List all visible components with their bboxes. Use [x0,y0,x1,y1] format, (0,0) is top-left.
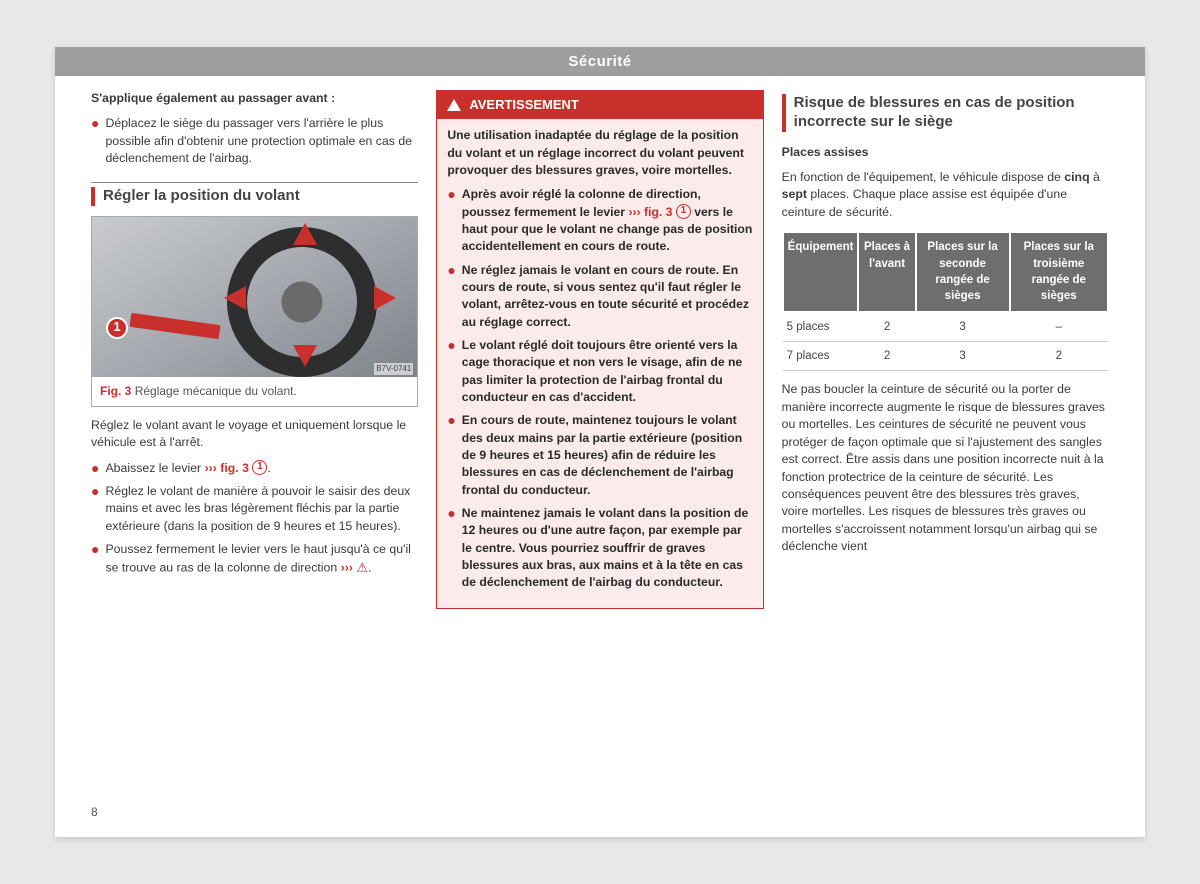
cell-7p-third: 2 [1010,341,1108,370]
figure-caption: Fig. 3 Réglage mécanique du volant. [92,377,417,406]
figure-image: 1 B7V-0741 [92,217,417,377]
step-2: ● Réglez le volant de manière à pouvoir … [91,483,418,535]
lever-graphic [129,312,220,338]
th-second: Places sur la seconde rangée de sièges [916,232,1010,311]
section-bar [782,94,786,132]
bullet-dot: ● [91,460,99,477]
warning-triangle-icon: ⚠ [356,559,368,577]
bullet-dot: ● [447,412,455,499]
warn-4-text: En cours de route, maintenez toujours le… [462,412,753,499]
step-1-a: Abaissez le levier [105,461,204,475]
seats-table: Équipement Places à l'avant Places sur l… [782,231,1109,371]
pre-note: Réglez le volant avant le voyage et uniq… [91,417,418,452]
bullet-dot: ● [447,262,455,331]
th-front: Places à l'avant [858,232,915,311]
cell-5p-second: 3 [916,312,1010,342]
warning-box: AVERTISSEMENT Une utilisation inadaptée … [436,90,763,609]
figure-caption-text: Réglage mécanique du volant. [135,384,297,398]
section-bar [91,187,95,206]
section-injury: Risque de blessures en cas de position i… [782,90,1109,132]
arrow-up-icon [293,223,317,245]
seats-intro: En fonction de l'équipement, le véhicule… [782,169,1109,221]
warning-intro: Une utilisation inadaptée du réglage de … [447,127,752,179]
seatbelt-paragraph: Ne pas boucler la ceinture de sécurité o… [782,381,1109,556]
cell-5p-third: – [1010,312,1108,342]
warn-1-text: Après avoir réglé la colonne de directio… [462,186,753,255]
fig-ref: ››› fig. 3 [205,461,249,475]
page-number: 8 [91,805,98,819]
step-3: ● Poussez fermement le levier vers le ha… [91,541,418,577]
table-row: 5 places 2 3 – [783,312,1108,342]
arrow-left-icon [224,286,246,310]
arrow-right-icon [374,286,396,310]
bullet-dot: ● [447,337,455,406]
bullet-dot: ● [447,186,455,255]
warn-item-5: ● Ne maintenez jamais le volant dans la … [447,505,752,592]
section-steering-title: Régler la position du volant [103,187,300,206]
section-injury-title: Risque de blessures en cas de position i… [794,94,1109,132]
cell-5p-front: 2 [858,312,915,342]
passenger-bullet-text: Déplacez le siège du passager vers l'arr… [105,115,418,167]
intro-b: cinq [1064,170,1089,184]
section-steering: Régler la position du volant [91,182,418,206]
table-row: 7 places 2 3 2 [783,341,1108,370]
page: Sécurité S'applique également au passage… [55,47,1145,837]
step-3-end: . [368,560,371,574]
warn-item-2: ● Ne réglez jamais le volant en cours de… [447,262,752,331]
bullet-dot: ● [447,505,455,592]
subhead-seats: Places assises [782,144,1109,161]
step-3-text: Poussez fermement le levier vers le haut… [105,541,418,577]
passenger-heading: S'applique également au passager avant : [91,90,418,107]
intro-c: à [1090,170,1100,184]
bullet-dot: ● [91,483,99,535]
table-header-row: Équipement Places à l'avant Places sur l… [783,232,1108,311]
step-1-end: . [267,461,270,475]
arrow-down-icon [293,345,317,367]
intro-e: places. Chaque place assise est équipée … [782,187,1067,218]
column-left: S'applique également au passager avant :… [91,90,418,609]
intro-d: sept [782,187,807,201]
warning-triangle-icon [447,99,461,111]
circle-ref-1: 1 [676,204,691,219]
warn-item-3: ● Le volant réglé doit toujours être ori… [447,337,752,406]
column-right: Risque de blessures en cas de position i… [782,90,1109,609]
intro-a: En fonction de l'équipement, le véhicule… [782,170,1065,184]
figure-marker-1: 1 [106,317,128,339]
cell-7p-second: 3 [916,341,1010,370]
cell-7p-label: 7 places [783,341,859,370]
figure-refcode: B7V-0741 [374,363,413,374]
step-1: ● Abaissez le levier ››› fig. 3 1. [91,460,418,477]
cell-5p-label: 5 places [783,312,859,342]
figure-3: 1 B7V-0741 Fig. 3 Réglage mécanique du v… [91,216,418,407]
step-2-text: Réglez le volant de manière à pouvoir le… [105,483,418,535]
column-middle: AVERTISSEMENT Une utilisation inadaptée … [436,90,763,609]
columns: S'applique également au passager avant :… [55,76,1145,609]
bullet-dot: ● [91,115,99,167]
page-title-bar: Sécurité [55,47,1145,76]
figure-caption-ref: Fig. 3 [100,384,131,398]
step-1-text: Abaissez le levier ››› fig. 3 1. [105,460,270,477]
circle-ref-1: 1 [252,460,267,475]
warn-5-text: Ne maintenez jamais le volant dans la po… [462,505,753,592]
warning-body: Une utilisation inadaptée du réglage de … [437,119,762,607]
warning-header: AVERTISSEMENT [437,91,762,119]
chevron-ref: ››› [341,560,353,574]
warn-2-text: Ne réglez jamais le volant en cours de r… [462,262,753,331]
th-equipment: Équipement [783,232,859,311]
warn-item-1: ● Après avoir réglé la colonne de direct… [447,186,752,255]
warn-3-text: Le volant réglé doit toujours être orien… [462,337,753,406]
warning-label: AVERTISSEMENT [469,96,579,114]
th-third: Places sur la troisième rangée de sièges [1010,232,1108,311]
fig-ref: ››› fig. 3 [628,205,672,219]
passenger-bullet: ● Déplacez le siège du passager vers l'a… [91,115,418,167]
warn-item-4: ● En cours de route, maintenez toujours … [447,412,752,499]
bullet-dot: ● [91,541,99,577]
cell-7p-front: 2 [858,341,915,370]
